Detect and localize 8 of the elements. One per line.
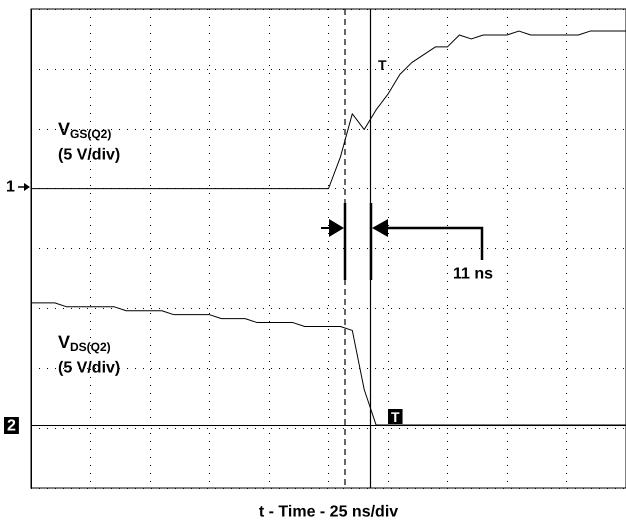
annotation: (5 V/div) <box>58 146 120 164</box>
annotation: 11 ns <box>453 266 494 282</box>
annotation: T <box>391 409 400 425</box>
text: 1 <box>6 178 15 196</box>
annotation: (5 V/div) <box>58 360 120 376</box>
x-axis-title: t - Time - 25 ns/div <box>258 504 398 520</box>
annotation: T <box>378 57 387 73</box>
text: 2 <box>7 418 16 434</box>
